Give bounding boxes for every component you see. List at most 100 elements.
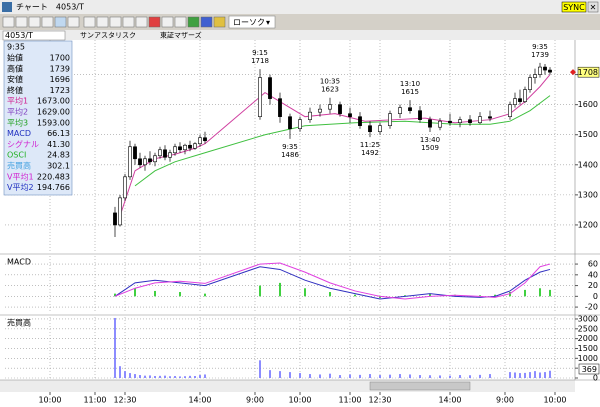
osci-bar bbox=[354, 294, 356, 297]
x-tick-label: 10:00 bbox=[288, 396, 311, 405]
info-value: 1739 bbox=[50, 64, 70, 73]
osci-bar bbox=[304, 288, 306, 297]
volume-bar bbox=[419, 375, 421, 378]
candle-body bbox=[178, 146, 182, 151]
osci-bar bbox=[329, 292, 331, 297]
candle-body bbox=[138, 158, 142, 166]
osci-bar bbox=[549, 289, 551, 297]
volume-bar bbox=[469, 375, 471, 378]
annotation-time: 9:35 bbox=[282, 143, 298, 151]
osci-bar bbox=[509, 292, 511, 297]
y-tick-label: 1600 bbox=[578, 100, 598, 109]
tool-icon[interactable] bbox=[2, 16, 15, 28]
app-icon bbox=[2, 2, 12, 12]
candle-body bbox=[188, 144, 192, 149]
osci-bar bbox=[479, 295, 481, 297]
symbol-market: 東証マザーズ bbox=[160, 31, 202, 40]
volume-bar bbox=[299, 373, 301, 378]
y-tick-label: 40 bbox=[588, 270, 598, 279]
tool-icon[interactable] bbox=[96, 16, 109, 28]
y-tick-label: 20 bbox=[588, 281, 598, 290]
candle-body bbox=[513, 98, 517, 105]
toolbar-icons bbox=[2, 16, 226, 28]
info-label: 平均2 bbox=[7, 107, 28, 117]
candle-body bbox=[508, 104, 512, 117]
title-bar bbox=[0, 0, 600, 14]
tool-icon[interactable] bbox=[83, 16, 96, 28]
tool-icon[interactable] bbox=[28, 16, 41, 28]
info-value: 1593.00 bbox=[37, 118, 70, 127]
candle-body bbox=[183, 144, 187, 151]
symbol-input[interactable] bbox=[2, 30, 66, 41]
line-series bbox=[114, 266, 551, 300]
annotation-value: 1615 bbox=[401, 88, 419, 96]
osci-bar bbox=[429, 293, 431, 297]
candle-body bbox=[533, 74, 537, 78]
y-tick-label: 1500 bbox=[578, 344, 598, 353]
info-panel bbox=[3, 40, 73, 196]
tool-icon[interactable] bbox=[187, 16, 200, 28]
info-value: 24.83 bbox=[47, 151, 70, 160]
volume-bar bbox=[169, 376, 171, 378]
candle-body bbox=[548, 69, 552, 73]
volume-bar bbox=[459, 375, 461, 378]
annotation-value: 1486 bbox=[281, 151, 299, 159]
y-tick-label: 1500 bbox=[578, 130, 598, 139]
tool-icon[interactable] bbox=[213, 16, 226, 28]
candle-body bbox=[318, 108, 322, 113]
osci-bar bbox=[134, 288, 136, 297]
volume-bar bbox=[309, 374, 311, 378]
volume-bar bbox=[189, 375, 191, 378]
candle-body bbox=[448, 120, 452, 123]
volume-bar bbox=[179, 376, 181, 378]
close-button[interactable] bbox=[587, 1, 599, 13]
scroll-thumb[interactable] bbox=[369, 381, 471, 391]
tool-icon[interactable] bbox=[54, 16, 67, 28]
info-label: MACD bbox=[7, 129, 31, 138]
volume-bar bbox=[159, 375, 161, 378]
volume-bar bbox=[269, 370, 271, 378]
candle-body bbox=[278, 98, 282, 117]
chart-style-dropdown[interactable] bbox=[228, 15, 276, 29]
tool-icon[interactable] bbox=[41, 16, 54, 28]
last-volume-box bbox=[578, 363, 600, 375]
volume-bar bbox=[204, 374, 206, 378]
annotation-value: 1509 bbox=[421, 144, 439, 152]
x-tick-label: 12:30 bbox=[368, 396, 391, 405]
sync-button[interactable] bbox=[561, 1, 587, 13]
volume-bar bbox=[369, 374, 371, 378]
last-price: 1708 bbox=[578, 68, 598, 77]
symbol-code: 4053/T bbox=[5, 31, 33, 40]
scrollbar[interactable] bbox=[0, 380, 575, 392]
info-label: 安値 bbox=[7, 74, 23, 84]
volume-bar bbox=[399, 374, 401, 378]
y-tick-label: 1200 bbox=[578, 220, 598, 229]
volume-bar bbox=[119, 366, 121, 378]
volume-bar bbox=[199, 375, 201, 378]
symbol-bar bbox=[0, 30, 600, 40]
candle-body bbox=[308, 111, 312, 120]
tool-icon[interactable] bbox=[135, 16, 148, 28]
tool-icon[interactable] bbox=[161, 16, 174, 28]
candle-body bbox=[133, 146, 137, 160]
tool-icon[interactable] bbox=[67, 16, 80, 28]
tool-icon[interactable] bbox=[174, 16, 187, 28]
candle-body bbox=[198, 137, 202, 145]
candle-body bbox=[398, 107, 402, 114]
volume-bar bbox=[389, 374, 391, 378]
info-label: 売買高 bbox=[7, 161, 31, 171]
candle-body bbox=[378, 125, 382, 133]
tool-icon[interactable] bbox=[15, 16, 28, 28]
symbol-name: サンアスタリスク bbox=[80, 31, 136, 40]
tool-icon[interactable] bbox=[109, 16, 122, 28]
volume-bar bbox=[134, 374, 136, 378]
info-label: 終値 bbox=[7, 85, 23, 95]
tool-icon[interactable] bbox=[122, 16, 135, 28]
tool-icon[interactable] bbox=[148, 16, 161, 28]
tool-icon[interactable] bbox=[200, 16, 213, 28]
panel-title: 売買高 bbox=[7, 318, 31, 328]
osci-bar bbox=[379, 296, 381, 298]
volume-bar bbox=[549, 370, 551, 378]
candle-body bbox=[163, 149, 167, 158]
